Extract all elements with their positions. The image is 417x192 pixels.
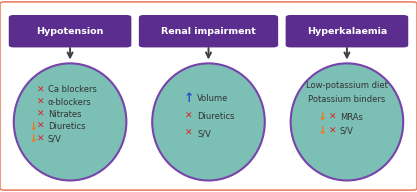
Text: Hypotension: Hypotension [36,27,104,36]
Text: ✕: ✕ [185,129,193,138]
Ellipse shape [152,63,265,180]
Text: Diuretics: Diuretics [197,112,235,121]
Text: ✕: ✕ [329,126,336,135]
Text: ✕: ✕ [37,98,45,107]
Text: Potassium binders: Potassium binders [308,95,386,104]
Text: Hyperkalaemia: Hyperkalaemia [307,27,387,36]
Text: MRAs: MRAs [340,113,363,122]
Text: ↓: ↓ [318,126,327,136]
Text: α-blockers: α-blockers [48,98,92,107]
FancyBboxPatch shape [286,15,408,47]
Text: ↑: ↑ [183,92,194,105]
Text: ✕: ✕ [37,122,45,131]
Text: S/V: S/V [197,129,211,138]
Ellipse shape [14,63,126,180]
Text: S/V: S/V [48,134,62,143]
Text: ✕: ✕ [37,110,45,119]
Text: Volume: Volume [197,94,229,103]
Text: Low-potassium diet: Low-potassium diet [306,81,388,90]
Text: ↓: ↓ [29,122,38,132]
Text: S/V: S/V [340,126,354,135]
FancyBboxPatch shape [139,15,278,47]
FancyBboxPatch shape [9,15,131,47]
Text: ✕: ✕ [37,134,45,143]
Text: Diuretics: Diuretics [48,122,85,131]
FancyBboxPatch shape [0,2,417,190]
Text: ✕: ✕ [37,85,45,94]
Text: Nitrates: Nitrates [48,110,81,119]
Text: ↓: ↓ [29,134,38,144]
Text: Ca blockers: Ca blockers [48,85,97,94]
Text: ✕: ✕ [185,112,193,121]
Text: ✕: ✕ [329,113,336,122]
Text: Renal impairment: Renal impairment [161,27,256,36]
Text: ↓: ↓ [318,112,327,122]
Ellipse shape [291,63,403,180]
